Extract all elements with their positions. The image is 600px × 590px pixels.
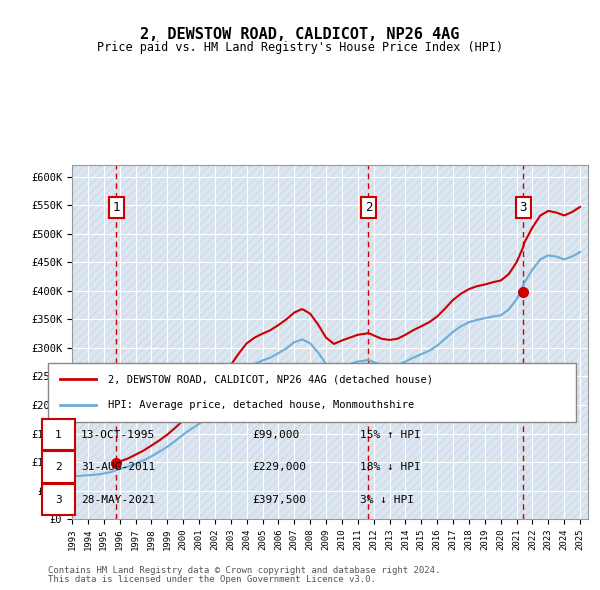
Text: £229,000: £229,000 xyxy=(252,463,306,472)
Text: 1: 1 xyxy=(55,430,62,440)
Text: HPI: Average price, detached house, Monmouthshire: HPI: Average price, detached house, Monm… xyxy=(108,401,414,410)
Text: 15% ↑ HPI: 15% ↑ HPI xyxy=(360,430,421,440)
Text: 2, DEWSTOW ROAD, CALDICOT, NP26 4AG: 2, DEWSTOW ROAD, CALDICOT, NP26 4AG xyxy=(140,27,460,41)
Text: 2: 2 xyxy=(365,201,372,214)
Text: £99,000: £99,000 xyxy=(252,430,299,440)
Text: 3: 3 xyxy=(55,495,62,504)
Text: 13-OCT-1995: 13-OCT-1995 xyxy=(81,430,155,440)
Text: 3% ↓ HPI: 3% ↓ HPI xyxy=(360,495,414,504)
Text: 31-AUG-2011: 31-AUG-2011 xyxy=(81,463,155,472)
Text: This data is licensed under the Open Government Licence v3.0.: This data is licensed under the Open Gov… xyxy=(48,575,376,584)
Text: 18% ↓ HPI: 18% ↓ HPI xyxy=(360,463,421,472)
Text: 1: 1 xyxy=(113,201,120,214)
Text: Contains HM Land Registry data © Crown copyright and database right 2024.: Contains HM Land Registry data © Crown c… xyxy=(48,566,440,575)
Text: 28-MAY-2021: 28-MAY-2021 xyxy=(81,495,155,504)
Text: 3: 3 xyxy=(520,201,527,214)
Text: Price paid vs. HM Land Registry's House Price Index (HPI): Price paid vs. HM Land Registry's House … xyxy=(97,41,503,54)
Text: 2: 2 xyxy=(55,463,62,472)
Text: £397,500: £397,500 xyxy=(252,495,306,504)
Text: 2, DEWSTOW ROAD, CALDICOT, NP26 4AG (detached house): 2, DEWSTOW ROAD, CALDICOT, NP26 4AG (det… xyxy=(108,375,433,384)
